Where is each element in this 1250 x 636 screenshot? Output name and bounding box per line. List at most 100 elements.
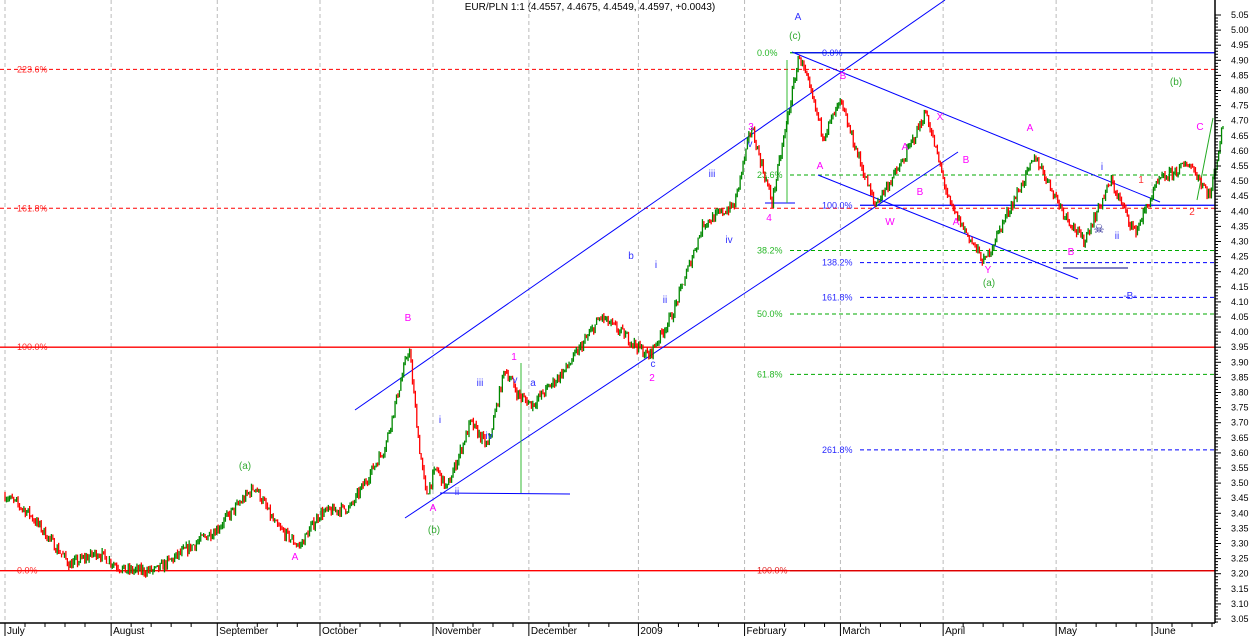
- fib-label: 100.0%: [822, 200, 853, 210]
- wave-label: A: [953, 217, 960, 228]
- y-tick-label: 4.45: [1231, 191, 1249, 201]
- wave-label: ii: [1115, 231, 1119, 242]
- wave-label: 2: [1189, 207, 1195, 218]
- y-tick-label: 4.40: [1231, 206, 1249, 216]
- wave-label: A: [1027, 123, 1034, 134]
- y-tick-label: 4.35: [1231, 221, 1249, 231]
- wave-label: 1: [511, 352, 517, 363]
- fib-label: 138.2%: [822, 258, 853, 268]
- wave-label: X: [937, 112, 944, 123]
- trend-lines: [354, 0, 1214, 519]
- trend-line: [404, 151, 959, 519]
- wave-label: i: [1101, 162, 1103, 173]
- y-tick-label: 3.25: [1231, 554, 1249, 564]
- y-tick-label: 4.25: [1231, 252, 1249, 262]
- y-tick-label: 4.95: [1231, 40, 1249, 50]
- x-tick-label: August: [113, 626, 144, 636]
- fib-label: 161.8%: [17, 203, 48, 213]
- wave-label: c: [651, 359, 656, 370]
- wave-label: (a): [239, 461, 251, 472]
- x-tick-label: 2009: [640, 626, 663, 636]
- y-tick-label: 4.75: [1231, 101, 1249, 111]
- grid-lines: [4, 0, 1153, 623]
- wave-label: Y: [985, 265, 992, 276]
- y-tick-label: 3.50: [1231, 478, 1249, 488]
- y-tick-label: 4.10: [1231, 297, 1249, 307]
- wave-label: (c): [789, 31, 801, 42]
- wave-label: B: [917, 187, 924, 198]
- wave-label: b: [628, 251, 634, 262]
- y-tick-label: 3.70: [1231, 418, 1249, 428]
- y-tick-label: 3.55: [1231, 463, 1249, 473]
- x-tick-label: June: [1154, 626, 1176, 636]
- y-tick-label: 5.00: [1231, 25, 1249, 35]
- trend-line: [1196, 117, 1214, 201]
- wave-label: A: [430, 503, 437, 514]
- y-tick-label: 4.70: [1231, 116, 1249, 126]
- wave-label: iii: [477, 378, 484, 389]
- fib-label: 0.0%: [17, 566, 38, 576]
- y-tick-label: 4.90: [1231, 55, 1249, 65]
- y-tick-label: 3.05: [1231, 614, 1249, 624]
- wave-label: (a): [983, 278, 995, 289]
- y-tick-label: 4.20: [1231, 267, 1249, 277]
- fib-label: 161.8%: [822, 292, 853, 302]
- x-tick-label: February: [747, 626, 787, 636]
- wave-label: v: [513, 375, 518, 386]
- fib-label: 61.8%: [757, 369, 783, 379]
- wave-label: -B-: [1123, 291, 1136, 302]
- x-tick-label: July: [7, 626, 25, 636]
- fib-label: 23.6%: [757, 170, 783, 180]
- wave-label: B: [963, 155, 970, 166]
- y-tick-label: 4.30: [1231, 237, 1249, 247]
- wave-label: A: [817, 161, 824, 172]
- fib-levels: 223.6%161.8%100.0%0.0%0.0%23.6%38.2%50.0…: [0, 48, 1215, 576]
- wave-label: B: [840, 71, 847, 82]
- y-tick-label: 4.00: [1231, 327, 1249, 337]
- wave-label: B: [405, 313, 412, 324]
- x-axis: July August September October November Decemb…: [0, 622, 1215, 636]
- trend-line: [791, 51, 1161, 203]
- trend-line: [817, 174, 1079, 280]
- fib-label: 38.2%: [757, 246, 783, 256]
- x-tick-label: December: [531, 626, 578, 636]
- y-tick-label: 3.20: [1231, 569, 1249, 579]
- y-tick-label: 3.60: [1231, 448, 1249, 458]
- x-tick-label: September: [219, 626, 269, 636]
- fib-label: 0.0%: [822, 48, 843, 58]
- trend-line: [439, 492, 571, 495]
- skull-crossbones-icon: ☠: [1094, 222, 1105, 236]
- y-tick-label: 3.85: [1231, 372, 1249, 382]
- x-tick-label: May: [1058, 626, 1077, 636]
- y-tick-label: 3.40: [1231, 508, 1249, 518]
- y-tick-label: 3.90: [1231, 357, 1249, 367]
- wave-label: iv: [485, 431, 492, 442]
- y-tick-label: 5.05: [1231, 10, 1249, 20]
- chart-title: EUR/PLN 1:1 (4.4557, 4.4675, 4.4549, 4.4…: [465, 2, 715, 13]
- wave-label: B: [1068, 247, 1075, 258]
- y-tick-label: 4.65: [1231, 131, 1249, 141]
- y-tick-label: 3.35: [1231, 523, 1249, 533]
- y-tick-label: 4.85: [1231, 70, 1249, 80]
- y-tick-label: 3.95: [1231, 342, 1249, 352]
- wave-label: 3: [748, 122, 754, 133]
- x-tick-label: April: [945, 626, 965, 636]
- wave-label: iv: [725, 235, 732, 246]
- y-tick-label: 3.75: [1231, 403, 1249, 413]
- y-tick-label: 4.50: [1231, 176, 1249, 186]
- wave-label: (b): [1170, 77, 1182, 88]
- x-tick-label: March: [842, 626, 870, 636]
- fib-label: 261.8%: [822, 445, 853, 455]
- y-tick-label: 4.15: [1231, 282, 1249, 292]
- price-bars: [4, 55, 1224, 578]
- wave-label: ii: [455, 487, 459, 498]
- y-axis: 3.05 3.10 3.15 3.20 3.25 3.30 3.35 3.40 3.45 3.50…: [1214, 0, 1249, 624]
- wave-label: 1: [1138, 175, 1144, 186]
- wave-label: iii: [709, 169, 716, 180]
- wave-label: A: [902, 142, 909, 153]
- y-tick-label: 4.60: [1231, 146, 1249, 156]
- wave-label: 4: [766, 213, 772, 224]
- fib-label: 223.6%: [17, 64, 48, 74]
